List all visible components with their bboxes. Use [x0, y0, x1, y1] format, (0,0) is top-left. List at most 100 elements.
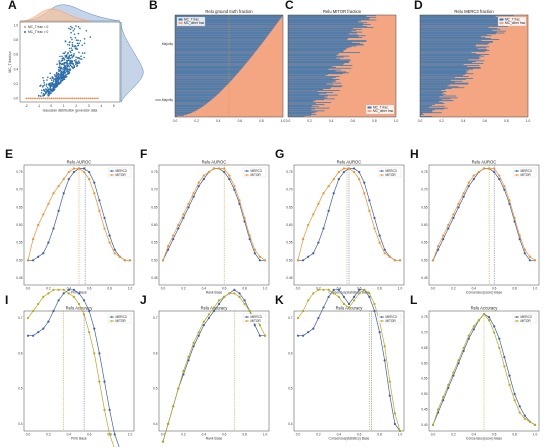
scatter-point [66, 57, 68, 59]
series-point-mitor [52, 288, 55, 291]
scatter-point [46, 87, 49, 89]
annotation-non-majority: non-Majority [155, 98, 173, 102]
series-point-mitor [207, 313, 210, 316]
series-point-merc3 [452, 374, 455, 377]
series-point-mitor [197, 331, 200, 334]
scatter-point [64, 51, 67, 53]
scatter-point [41, 89, 43, 92]
scatter-point [76, 42, 79, 45]
series-point-mitor [437, 408, 440, 411]
scatter-point [58, 70, 60, 73]
legend-marker-merc3 [515, 170, 518, 172]
series-point-merc3 [212, 309, 216, 313]
scatter-point-zero [95, 97, 97, 100]
scatter-point [69, 69, 72, 71]
scatter-point-zero [33, 97, 35, 100]
x-axis-label-h: Consensus(score) Base [466, 291, 502, 295]
scatter-point [75, 61, 78, 63]
series-point-mitor [248, 309, 251, 313]
scatter-point-zero [87, 97, 90, 100]
legend-marker-mitor [245, 174, 248, 176]
y-tick-label-e: 0.60 [16, 223, 22, 227]
x-axis-label-j: Rank Base [206, 437, 223, 441]
series-point-merc3 [57, 209, 60, 212]
scatter-point [47, 90, 50, 92]
scatter-point [81, 52, 84, 54]
series-point-merc3 [238, 292, 241, 295]
series-point-merc3 [322, 227, 325, 230]
legend-box [497, 16, 527, 27]
series-point-merc3 [37, 255, 40, 258]
scatter-point [66, 52, 69, 55]
series-point-mitor [302, 238, 305, 241]
series-point-mitor [238, 295, 241, 298]
series-point-merc3 [93, 327, 96, 330]
series-point-merc3 [108, 408, 111, 411]
y-tick-label-j: 0.7 [153, 316, 158, 320]
y-tick-label-f: 0.45 [151, 276, 157, 280]
scatter-point [58, 60, 60, 62]
series-point-mitor [31, 309, 35, 313]
x-tick-label-d: 0.2 [439, 119, 444, 123]
scatter-point [62, 71, 65, 73]
series-point-merc3 [253, 252, 256, 255]
series-point-mitor [67, 170, 70, 174]
scatter-point [70, 51, 72, 54]
x-tick-label-f: 0.2 [181, 287, 186, 291]
series-point-mitor [243, 302, 246, 306]
legend-marker-merc3 [245, 316, 248, 318]
scatter-point [63, 64, 66, 66]
series-point-mitor [108, 433, 111, 436]
series-point-merc3 [113, 248, 116, 251]
series-point-merc3 [368, 199, 371, 202]
series-point-mitor [263, 259, 267, 262]
panel-label-k: K [275, 293, 284, 307]
panel-label-j: J [140, 293, 147, 307]
scatter-point [49, 77, 52, 80]
series-point-mitor [447, 223, 450, 227]
y-tick-label-l: 0.70 [421, 331, 427, 335]
series-point-mitor [233, 185, 236, 188]
y-tick-label-l: 0.45 [421, 407, 427, 411]
series-point-mitor [218, 299, 221, 302]
x-tick-label-b: 0.2 [194, 119, 199, 123]
x-axis-label-i: Pmb Base [71, 437, 87, 441]
series-point-merc3 [88, 309, 91, 313]
panel-title-h: Relu AUROC [472, 160, 497, 165]
scatter-point [77, 32, 80, 35]
stacked-bars-mc-t [288, 15, 377, 117]
y-tick-label-l: 0.55 [421, 377, 427, 381]
series-point-merc3 [457, 362, 460, 365]
panel-label-g: G [275, 147, 284, 161]
scatter-point [70, 54, 73, 56]
scatter-point [57, 82, 60, 85]
series-point-mitor [108, 241, 111, 244]
series-point-merc3 [307, 331, 310, 334]
scatter-point [51, 76, 54, 79]
scatter-point [49, 90, 51, 93]
series-point-mitor [363, 192, 366, 195]
x-tick-label-h: 1.0 [533, 287, 538, 291]
scatter-point [78, 51, 80, 54]
series-point-mitor [533, 259, 537, 262]
scatter-point [68, 44, 71, 46]
series-point-mitor [373, 302, 376, 306]
series-point-merc3 [228, 178, 231, 181]
series-point-mitor [363, 288, 366, 291]
series-point-mitor [317, 202, 320, 205]
x-tick-label-f: 0.4 [202, 287, 207, 291]
y-tick-label-a: 0.0 [14, 96, 19, 100]
x-tick-label-j: 0.4 [202, 433, 207, 437]
x-tick-label-c: 0.0 [286, 119, 291, 123]
series-point-merc3 [488, 316, 491, 319]
y-tick-label-g: 0.70 [286, 188, 292, 192]
y-tick-label-k: 0.6 [288, 351, 293, 355]
series-point-mitor [457, 202, 460, 205]
scatter-point [50, 83, 52, 86]
scatter-point [61, 77, 63, 79]
series-point-mitor [233, 292, 236, 295]
scatter-point-zero [83, 97, 86, 100]
scatter-point [76, 57, 79, 59]
legend-marker-zero [24, 26, 26, 28]
